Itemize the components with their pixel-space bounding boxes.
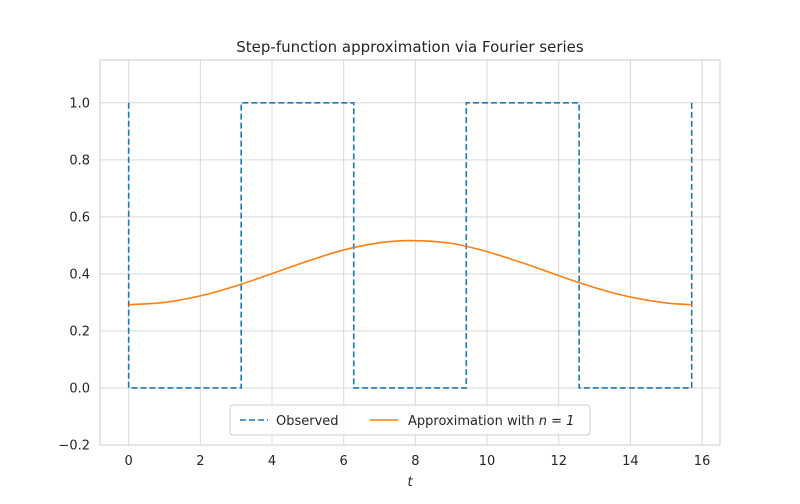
- tick-layer: 0 2 4 6 8 10 12 14 16 −0.2 0.0 0.2 0.4 0.6 0.8 1.0: [58, 96, 710, 469]
- observed-series-line: [127, 101, 693, 389]
- x-tick-label: 2: [196, 454, 204, 469]
- y-tick-label: 0.0: [69, 381, 90, 396]
- x-tick-label: 0: [125, 454, 133, 469]
- legend-box: [229, 404, 591, 436]
- legend: Observed Approximation with n = 1: [229, 404, 591, 436]
- legend-label-approximation-text: Approximation with: [408, 414, 539, 429]
- y-tick-label: 0.6: [69, 210, 90, 225]
- y-tick-label: 0.4: [69, 267, 90, 282]
- plot-frame: [99, 59, 721, 446]
- y-tick-label: 0.8: [69, 153, 90, 168]
- x-tick-label: 6: [340, 454, 348, 469]
- x-tick-label: 10: [479, 454, 496, 469]
- y-tick-label: −0.2: [58, 439, 90, 454]
- x-tick-label: 4: [268, 454, 276, 469]
- y-tick-label: 0.2: [69, 324, 90, 339]
- approximation-series-line: [128, 239, 692, 306]
- x-tick-label: 8: [411, 454, 419, 469]
- legend-label-approximation-math: n = 1: [539, 414, 575, 429]
- x-axis-label: t: [407, 475, 413, 490]
- x-tick-label: 16: [694, 454, 711, 469]
- y-tick-label: 1.0: [69, 96, 90, 111]
- series-layer: [127, 101, 693, 389]
- x-tick-label: 14: [622, 454, 639, 469]
- x-tick-label: 12: [550, 454, 567, 469]
- legend-label-approximation: Approximation with n = 1: [408, 414, 574, 429]
- legend-label-observed: Observed: [276, 414, 339, 429]
- chart-title: Step-function approximation via Fourier …: [236, 38, 584, 56]
- grid-layer: [100, 60, 720, 446]
